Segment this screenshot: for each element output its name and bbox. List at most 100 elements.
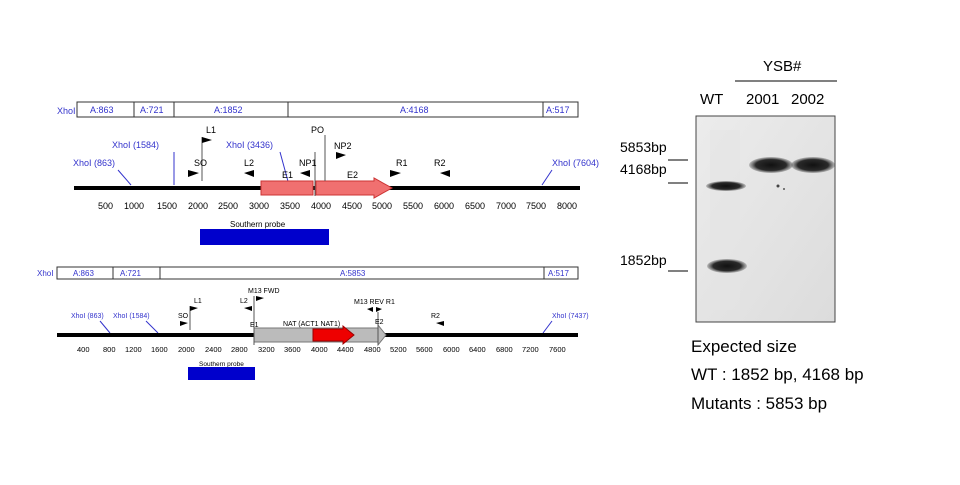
- scale-ticks: 500 1000 1500 2000 2500 3000 3500 4000 4…: [98, 201, 577, 211]
- primer-flags: L1 SO L2 E1 NP1 PO NP2 E2 R1 R2: [188, 125, 450, 181]
- lane-label-wt: WT: [700, 91, 723, 108]
- tick-label: 4000: [311, 201, 331, 211]
- tick-label: 6800: [496, 345, 513, 354]
- lane-label-2001: 2001: [746, 91, 779, 108]
- primer-label: SO: [194, 158, 207, 168]
- tick-label: 800: [103, 345, 116, 354]
- tick-label: 6400: [469, 345, 486, 354]
- tick-label: 6000: [434, 201, 454, 211]
- tick-label: 6000: [443, 345, 460, 354]
- tick-label: 3600: [284, 345, 301, 354]
- primer-label: PO: [311, 125, 324, 135]
- band-wt-1852: [707, 259, 747, 273]
- tick-label: 4000: [311, 345, 328, 354]
- band-2001-5853: [749, 157, 793, 173]
- fragment-label: A:721: [140, 105, 164, 115]
- primer-label: L2: [240, 298, 248, 305]
- southern-blot: YSB# WT 2001 2002 5853bp 4168b: [620, 58, 837, 323]
- probe-label: Southern probe: [230, 220, 286, 229]
- marker-label-1852: 1852bp: [620, 252, 667, 268]
- tick-label: 7000: [496, 201, 516, 211]
- primer-label: L2: [244, 158, 254, 168]
- probe-label: Southern probe: [199, 361, 244, 368]
- tick-label: 2800: [231, 345, 248, 354]
- tick-label: 3200: [258, 345, 275, 354]
- tick-label: 5600: [416, 345, 433, 354]
- band-wt-4168: [706, 181, 746, 191]
- tick-label: 7600: [549, 345, 566, 354]
- fragment-bar-label: XhoI: [57, 106, 76, 116]
- tick-label: 6500: [465, 201, 485, 211]
- marker-label-5853: 5853bp: [620, 139, 667, 155]
- xhoi-site-label: XhoI (7604): [552, 158, 599, 168]
- nat-marker-arrow: [312, 324, 355, 346]
- summary-title: Expected size: [691, 337, 797, 356]
- southern-probe-bar: [188, 367, 255, 380]
- summary-mutants: Mutants : 5853 bp: [691, 394, 827, 413]
- tick-label: 7500: [526, 201, 546, 211]
- southern-probe-bar: [200, 229, 329, 245]
- fragment-label: A:863: [73, 269, 94, 278]
- xhoi-site-label: XhoI (1584): [112, 140, 159, 150]
- xhoi-site-label: XhoI (7437): [552, 313, 589, 320]
- fragment-label: A:517: [546, 105, 570, 115]
- fragment-bar: [76, 101, 579, 118]
- fragment-bar-label: XhoI: [37, 269, 53, 278]
- primer-label: M13 REV R1: [354, 299, 395, 306]
- lane-label-2002: 2002: [791, 91, 824, 108]
- tick-label: 8000: [557, 201, 577, 211]
- map-mutant: XhoI A:863 A:721 A:5853 A:517 XhoI (863)…: [37, 266, 589, 380]
- tick-label: 2500: [218, 201, 238, 211]
- fragment-label: A:721: [120, 269, 141, 278]
- tick-label: 400: [77, 345, 90, 354]
- primer-label: L1: [206, 125, 216, 135]
- tick-label: 4500: [342, 201, 362, 211]
- tick-label: 4800: [364, 345, 381, 354]
- tick-label: 500: [98, 201, 113, 211]
- primer-label: E1: [282, 170, 293, 180]
- marker-label-4168: 4168bp: [620, 161, 667, 177]
- primer-flags: L1 SO M13 FWD L2 E1 M13 REV R1 E2 R2: [178, 288, 444, 330]
- tick-label: 5200: [390, 345, 407, 354]
- fragment-label: A:1852: [214, 105, 243, 115]
- tick-label: 3500: [280, 201, 300, 211]
- tick-label: 5500: [403, 201, 423, 211]
- primer-label: SO: [178, 313, 189, 320]
- xhoi-site-label: XhoI (1584): [113, 313, 150, 320]
- tick-label: 2400: [205, 345, 222, 354]
- primer-label: R1: [396, 158, 408, 168]
- primer-label: E2: [347, 170, 358, 180]
- map-wildtype: XhoI A:863 A:721 A:1852 A:4168 A:517 Xho…: [57, 101, 599, 245]
- fragment-label: A:863: [90, 105, 114, 115]
- primer-label: L1: [194, 298, 202, 305]
- tick-label: 2000: [188, 201, 208, 211]
- tick-label: 1500: [157, 201, 177, 211]
- tick-label: 2000: [178, 345, 195, 354]
- tick-label: 1000: [124, 201, 144, 211]
- primer-label: E1: [250, 322, 259, 329]
- primer-label: E2: [375, 319, 384, 326]
- fragment-label: A:5853: [340, 269, 366, 278]
- primer-label: NP1: [299, 158, 317, 168]
- primer-label: M13 FWD: [248, 288, 280, 295]
- tick-label: 1200: [125, 345, 142, 354]
- xhoi-site-label: XhoI (3436): [226, 140, 273, 150]
- fragment-bar: [56, 266, 579, 280]
- expected-size-summary: Expected size WT : 1852 bp, 4168 bp Muta…: [691, 337, 864, 413]
- nat-label: NAT (ACT1 NAT1): [283, 321, 340, 328]
- scale-ticks: 400 800 1200 1600 2000 2400 2800 3200 36…: [77, 345, 566, 354]
- tick-label: 4400: [337, 345, 354, 354]
- fragment-label: A:517: [548, 269, 569, 278]
- tick-label: 3000: [249, 201, 269, 211]
- tick-label: 5000: [372, 201, 392, 211]
- primer-label: R2: [431, 313, 440, 320]
- tick-label: 7200: [522, 345, 539, 354]
- fragment-label: A:4168: [400, 105, 429, 115]
- summary-wt: WT : 1852 bp, 4168 bp: [691, 365, 864, 384]
- xhoi-site-label: XhoI (863): [73, 158, 115, 168]
- primer-label: NP2: [334, 141, 352, 151]
- tick-label: 1600: [151, 345, 168, 354]
- group-label: YSB#: [763, 58, 802, 75]
- band-2002-5853: [791, 157, 835, 173]
